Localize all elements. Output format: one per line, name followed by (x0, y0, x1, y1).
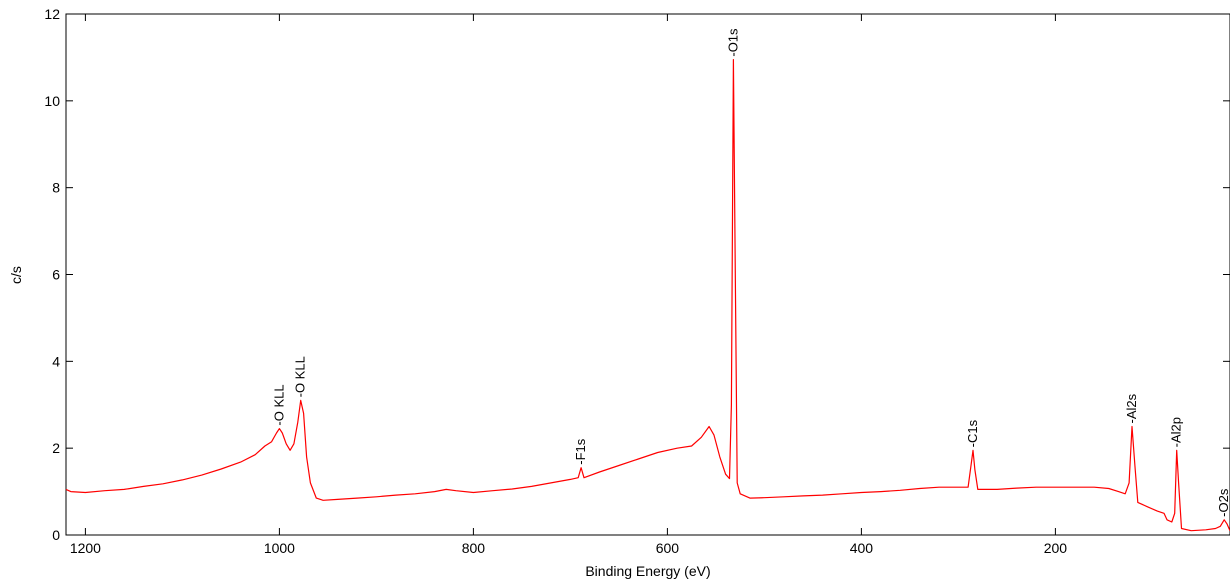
x-tick-label: 200 (1044, 540, 1068, 556)
x-tick-label: 1200 (70, 540, 101, 556)
peak-annotations: -O KLL -O KLL -F1s -O1s -C1s -Al2s -Al2p -O2s (271, 28, 1230, 517)
y-tick-label: 0 (52, 527, 60, 543)
y-axis-title: c/s (8, 266, 24, 284)
x-axis-title: Binding Energy (eV) (585, 563, 710, 579)
x-tick-label: 400 (850, 540, 874, 556)
peak-label: -O KLL (271, 384, 286, 425)
peak-label: -Al2p (1169, 417, 1184, 447)
peak-label: -C1s (965, 419, 980, 447)
axis-tick-labels: 1200 1000 800 600 400 200 0 2 4 6 8 10 12 (44, 6, 1067, 556)
x-tick-label: 1000 (264, 540, 295, 556)
axis-ticks (66, 13, 1230, 536)
peak-label: -O KLL (293, 356, 308, 397)
spectrum-line (65, 59, 1230, 532)
y-tick-label: 6 (52, 267, 60, 283)
y-tick-label: 8 (52, 180, 60, 196)
peak-label: -O1s (725, 28, 740, 57)
y-tick-label: 12 (44, 6, 60, 22)
plot-area-frame (65, 13, 1230, 536)
x-tick-label: 600 (656, 540, 680, 556)
peak-label: -F1s (573, 438, 588, 465)
peak-label: -O2s (1216, 488, 1230, 517)
peak-label: -Al2s (1124, 393, 1139, 423)
y-tick-label: 4 (52, 353, 60, 369)
x-tick-label: 800 (462, 540, 486, 556)
y-tick-label: 2 (52, 440, 60, 456)
y-tick-label: 10 (44, 93, 60, 109)
